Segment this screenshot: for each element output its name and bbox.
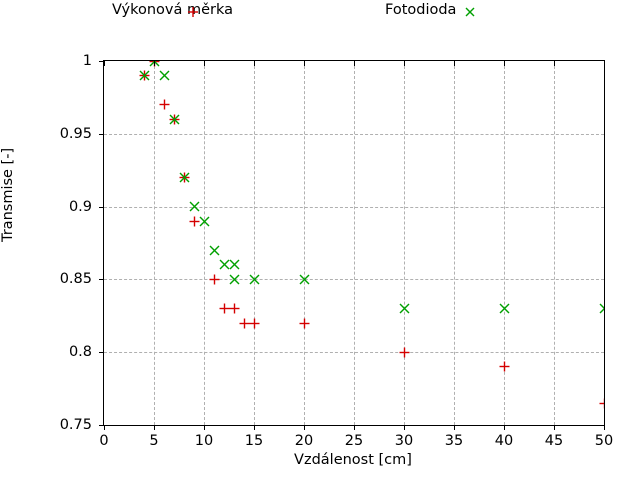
data-point-series-0: [499, 361, 510, 372]
data-point-series-0: [299, 318, 310, 329]
legend-label-photodiode: Fotodioda: [385, 2, 457, 18]
data-point-series-0: [219, 303, 230, 314]
gridline-horizontal: [104, 352, 604, 354]
data-point-series-0: [399, 347, 410, 358]
y-axis-tick: [99, 425, 104, 426]
data-point-series-1: [219, 259, 230, 270]
gridline-vertical: [404, 61, 405, 425]
x-axis-title: Vzdálenost [cm]: [294, 452, 412, 468]
y-axis-tick-label: 0.85: [59, 271, 92, 288]
data-point-series-1: [139, 70, 150, 81]
data-point-series-1: [159, 70, 170, 81]
data-point-series-1: [499, 303, 510, 314]
x-axis-tick-label: 15: [244, 433, 264, 449]
x-axis-tick: [554, 425, 555, 430]
y-axis-tick: [99, 279, 104, 281]
gridline-vertical: [304, 61, 305, 425]
legend-label-power-meter: Výkonová měrka: [112, 2, 234, 18]
data-point-series-1: [299, 274, 310, 285]
data-point-series-1: [229, 274, 240, 285]
data-point-series-0: [189, 216, 200, 227]
data-point-series-1: [209, 245, 220, 256]
y-axis-tick: [99, 133, 104, 135]
x-axis-tick-top: [404, 61, 405, 66]
data-point-series-0: [159, 99, 170, 110]
data-point-series-1: [179, 172, 190, 183]
x-axis-tick: [304, 425, 305, 430]
x-axis-tick-top: [454, 61, 455, 66]
cross-marker-icon: [462, 4, 478, 20]
data-point-series-1: [249, 274, 260, 285]
y-axis-tick-label: 0.8: [68, 344, 92, 361]
data-point-series-0: [209, 274, 220, 285]
x-axis-tick-top: [204, 61, 205, 66]
x-axis-tick-top: [504, 61, 505, 66]
y-axis-tick-label: 0.9: [68, 198, 92, 215]
x-axis-tick-label: 45: [544, 433, 564, 449]
data-point-series-1: [199, 216, 210, 227]
y-axis-tick: [99, 206, 104, 208]
y-axis-title: Transmise [-]: [0, 147, 16, 242]
gridline-vertical: [254, 61, 255, 425]
x-axis-tick-top: [354, 61, 355, 66]
x-axis-tick-top: [254, 61, 255, 66]
x-axis-tick-top: [104, 61, 105, 66]
x-axis-tick: [604, 425, 605, 430]
gridline-vertical: [154, 61, 155, 425]
y-axis-tick-label: 0.95: [59, 125, 92, 142]
chart-legend: Výkonová měrka Fotodioda: [0, 0, 640, 34]
x-axis-tick-label: 30: [394, 433, 414, 449]
gridline-horizontal: [104, 133, 604, 135]
y-axis-tick-label: 0.75: [59, 417, 92, 433]
x-axis-tick: [154, 425, 155, 430]
x-axis-tick-label: 10: [194, 433, 214, 449]
gridline-vertical: [554, 61, 555, 425]
gridline-vertical: [204, 61, 205, 425]
x-axis-tick: [454, 425, 455, 430]
data-point-series-0: [249, 318, 260, 329]
x-axis-tick-label: 40: [494, 433, 514, 449]
gridline-vertical: [504, 61, 505, 425]
data-point-series-0: [229, 303, 240, 314]
plot-area: 0 5 10 15 20 25 30 35 40 45 50 0.75 0.8 0.85 0.9 0.95 1: [60, 53, 614, 449]
y-axis-tick: [99, 352, 104, 354]
x-axis-tick-top: [604, 61, 605, 66]
x-axis-tick: [204, 425, 205, 430]
x-axis-tick-label: 0: [99, 433, 109, 449]
data-point-series-1: [189, 201, 200, 212]
x-axis-tick-label: 35: [444, 433, 464, 449]
x-axis-tick-label: 50: [594, 433, 614, 449]
x-axis-tick-label: 25: [344, 433, 364, 449]
plot-inner: [104, 61, 604, 425]
data-point-series-1: [149, 61, 160, 67]
x-axis-tick: [104, 425, 105, 430]
x-axis-tick: [354, 425, 355, 430]
data-point-series-0: [599, 398, 604, 409]
plus-marker-icon: [185, 4, 201, 20]
gridline-horizontal: [104, 279, 604, 281]
x-axis-tick: [254, 425, 255, 430]
y-axis-tick: [99, 61, 104, 62]
gridline-vertical: [354, 61, 355, 425]
gridline-horizontal: [104, 206, 604, 208]
gridline-vertical: [454, 61, 455, 425]
data-point-series-1: [229, 259, 240, 270]
data-point-series-0: [239, 318, 250, 329]
x-axis-tick-label: 20: [294, 433, 314, 449]
x-axis-tick: [404, 425, 405, 430]
x-axis-tick-label: 5: [149, 433, 159, 449]
x-axis-tick: [504, 425, 505, 430]
x-axis-tick-top: [554, 61, 555, 66]
x-axis-tick-top: [304, 61, 305, 66]
y-axis-tick-label: 1: [82, 53, 92, 69]
x-axis-tick-top: [154, 61, 155, 66]
data-point-series-1: [169, 114, 180, 125]
data-point-series-1: [599, 303, 604, 314]
data-point-series-1: [399, 303, 410, 314]
